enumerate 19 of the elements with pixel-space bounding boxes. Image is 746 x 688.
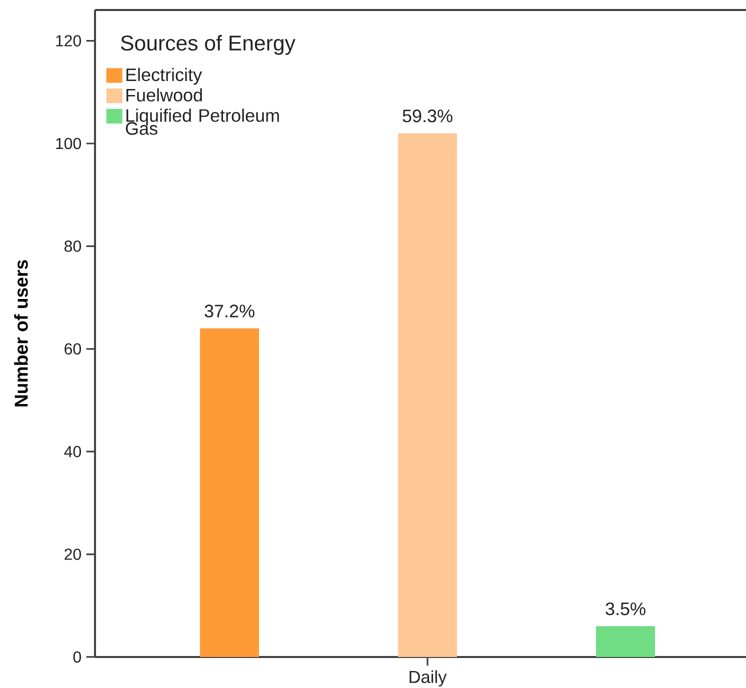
bar (596, 626, 656, 657)
annotation: 59.3% (402, 110, 452, 122)
bar (200, 328, 260, 657)
y-tick-label: 120 (56, 35, 82, 46)
y-tick-label: 20 (64, 548, 82, 560)
y-tick-label: 100 (56, 138, 82, 150)
y-axis-title: Number of users (14, 260, 28, 406)
y-tick-label: 60 (64, 343, 82, 355)
legend-label: Fuelwood (126, 88, 202, 102)
legend-title: Sources of Energy (120, 35, 296, 55)
y-tick-label: 0 (73, 651, 82, 663)
x-tick-label: Daily (410, 670, 447, 687)
bar (398, 133, 458, 657)
annotation: 37.2% (204, 304, 254, 318)
legend-label: Liquified Petroleum Gas (126, 108, 279, 135)
annotation: 3.5% (606, 602, 646, 616)
legend-label: Electricity (126, 68, 202, 85)
y-tick-label: 40 (64, 446, 82, 458)
y-tick-label: 80 (64, 240, 82, 252)
